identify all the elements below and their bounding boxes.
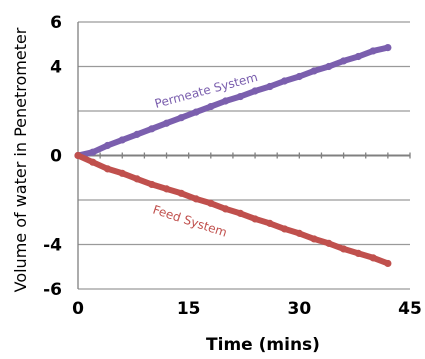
axes [77, 22, 411, 289]
data-point [310, 235, 318, 243]
data-point [74, 151, 82, 160]
series-line-1 [75, 152, 391, 267]
data-point [384, 259, 392, 268]
data-point [340, 57, 348, 65]
data-point [354, 52, 362, 61]
tick-labels: 6 4 0 -4 -6 0 15 30 45 [43, 13, 422, 319]
x-tick-label: 15 [177, 299, 201, 319]
data-point [295, 229, 303, 237]
data-point [89, 158, 97, 166]
data-point [266, 82, 274, 91]
data-point [103, 141, 112, 150]
data-point [369, 254, 377, 262]
data-point [148, 125, 156, 133]
x-tick-label: 30 [287, 299, 311, 319]
y-tick-label: 0 [50, 147, 62, 167]
data-point [148, 180, 156, 189]
data-point [340, 245, 348, 253]
data-point [266, 219, 274, 227]
data-point [192, 195, 200, 203]
y-tick-label: 6 [50, 13, 62, 33]
y-tick-label: 4 [50, 58, 62, 78]
series-lines [74, 43, 392, 268]
data-point [280, 225, 289, 233]
data-point [177, 114, 185, 122]
data-point [133, 130, 141, 138]
data-point [177, 189, 185, 197]
data-point [384, 43, 392, 52]
y-axis-title: Volume of water in Penetrometer [11, 27, 30, 292]
data-point [236, 209, 244, 217]
data-point [118, 136, 126, 144]
y-tick-label: -6 [43, 280, 62, 300]
data-point [354, 249, 362, 257]
data-point [325, 239, 333, 247]
data-point [251, 215, 259, 223]
data-point [162, 185, 171, 193]
data-point [310, 67, 318, 75]
data-point [369, 47, 377, 55]
data-point [251, 87, 259, 95]
data-point [162, 119, 171, 127]
data-point [221, 97, 230, 105]
y-tick-label: -4 [43, 236, 62, 256]
data-point [236, 92, 244, 101]
x-axis-title: Time (mins) [206, 335, 320, 355]
data-point [280, 77, 289, 85]
data-point [118, 169, 126, 177]
data-point [221, 205, 230, 213]
gridlines [78, 21, 410, 290]
data-point [325, 62, 333, 71]
x-tick-label: 0 [72, 299, 84, 319]
series-line-0 [75, 44, 391, 159]
data-point [207, 102, 215, 111]
data-point [295, 72, 303, 81]
data-point [89, 148, 97, 156]
data-point [192, 108, 200, 116]
data-point [207, 199, 215, 207]
data-point [133, 175, 141, 183]
data-point [103, 165, 112, 173]
x-tick-label: 45 [398, 299, 422, 319]
series-label-permeate-system: Permeate System [153, 70, 259, 111]
